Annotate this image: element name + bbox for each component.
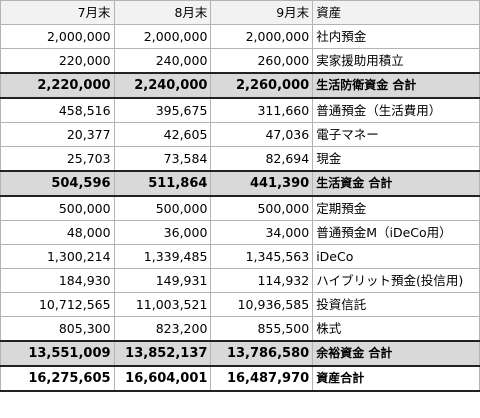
aug-value-cell[interactable]: 395,675 xyxy=(113,97,212,123)
asset-table-body: 7月末 8月末 9月末 資産 2,000,000 2,000,000 2,000,0… xyxy=(0,0,480,392)
jul-value-cell[interactable]: 220,000 xyxy=(0,48,115,74)
jul-value-cell[interactable]: 1,300,214 xyxy=(0,244,115,269)
asset-label-cell[interactable]: 電子マネー xyxy=(312,122,480,147)
aug-value-cell[interactable]: 2,240,000 xyxy=(113,72,212,99)
jul-value-cell[interactable]: 458,516 xyxy=(0,97,115,123)
asset-label-cell[interactable]: 社内預金 xyxy=(312,24,480,49)
sep-value-cell[interactable]: 2,260,000 xyxy=(210,72,314,99)
aug-value-cell[interactable]: 73,584 xyxy=(113,146,212,172)
sep-value-cell[interactable]: 260,000 xyxy=(210,48,314,74)
aug-value-cell[interactable]: 36,000 xyxy=(113,220,212,245)
jul-value-cell[interactable]: 13,551,009 xyxy=(0,340,115,367)
aug-value-cell[interactable]: 240,000 xyxy=(113,48,212,74)
aug-value-cell[interactable]: 149,931 xyxy=(113,268,212,293)
aug-value-cell[interactable]: 1,339,485 xyxy=(113,244,212,269)
jul-value-cell[interactable]: 2,220,000 xyxy=(0,72,115,99)
subtotal-row: 13,551,009 13,852,137 13,786,580 余裕資金 合計 xyxy=(0,340,480,367)
table-row: 805,300 823,200 855,500 株式 xyxy=(0,316,480,342)
asset-label-cell[interactable]: 現金 xyxy=(312,146,480,172)
subtotal-row: 504,596 511,864 441,390 生活資金 合計 xyxy=(0,170,480,197)
table-row: 500,000 500,000 500,000 定期預金 xyxy=(0,195,480,221)
table-row: 20,377 42,605 47,036 電子マネー xyxy=(0,122,480,147)
subtotal-row: 2,220,000 2,240,000 2,260,000 生活防衛資金 合計 xyxy=(0,72,480,99)
jul-value-cell[interactable]: 48,000 xyxy=(0,220,115,245)
jul-value-cell[interactable]: 10,712,565 xyxy=(0,292,115,317)
sep-value-cell[interactable]: 1,345,563 xyxy=(210,244,314,269)
jul-value-cell[interactable]: 500,000 xyxy=(0,195,115,221)
asset-label-cell[interactable]: 余裕資金 合計 xyxy=(312,340,480,367)
sep-value-cell[interactable]: 311,660 xyxy=(210,97,314,123)
sep-value-cell[interactable]: 855,500 xyxy=(210,316,314,342)
table-row: 10,712,565 11,003,521 10,936,585 投資信託 xyxy=(0,292,480,317)
jul-value-cell[interactable]: 2,000,000 xyxy=(0,24,115,49)
header-cell-asset[interactable]: 資産 xyxy=(312,0,480,25)
header-row: 7月末 8月末 9月末 資産 xyxy=(0,0,480,25)
grand-total-row: 16,275,605 16,604,001 16,487,970 資産合計 xyxy=(0,365,480,392)
aug-value-cell[interactable]: 511,864 xyxy=(113,170,212,197)
header-cell-aug[interactable]: 8月末 xyxy=(113,0,212,25)
table-row: 1,300,214 1,339,485 1,345,563 iDeCo xyxy=(0,244,480,269)
asset-table: 7月末 8月末 9月末 資産 2,000,000 2,000,000 2,000,0… xyxy=(0,0,480,392)
asset-label-cell[interactable]: iDeCo xyxy=(312,244,480,269)
sep-value-cell[interactable]: 13,786,580 xyxy=(210,340,314,367)
jul-value-cell[interactable]: 184,930 xyxy=(0,268,115,293)
sep-value-cell[interactable]: 500,000 xyxy=(210,195,314,221)
jul-value-cell[interactable]: 504,596 xyxy=(0,170,115,197)
sep-value-cell[interactable]: 10,936,585 xyxy=(210,292,314,317)
jul-value-cell[interactable]: 20,377 xyxy=(0,122,115,147)
sep-value-cell[interactable]: 82,694 xyxy=(210,146,314,172)
table-row: 458,516 395,675 311,660 普通預金（生活費用） xyxy=(0,97,480,123)
asset-label-cell[interactable]: 株式 xyxy=(312,316,480,342)
jul-value-cell[interactable]: 25,703 xyxy=(0,146,115,172)
asset-label-cell[interactable]: 投資信託 xyxy=(312,292,480,317)
sep-value-cell[interactable]: 441,390 xyxy=(210,170,314,197)
aug-value-cell[interactable]: 2,000,000 xyxy=(113,24,212,49)
aug-value-cell[interactable]: 13,852,137 xyxy=(113,340,212,367)
sep-value-cell[interactable]: 2,000,000 xyxy=(210,24,314,49)
sep-value-cell[interactable]: 34,000 xyxy=(210,220,314,245)
sep-value-cell[interactable]: 47,036 xyxy=(210,122,314,147)
asset-label-cell[interactable]: 実家援助用積立 xyxy=(312,48,480,74)
table-row: 220,000 240,000 260,000 実家援助用積立 xyxy=(0,48,480,74)
aug-value-cell[interactable]: 500,000 xyxy=(113,195,212,221)
asset-label-cell[interactable]: ハイブリット預金(投信用) xyxy=(312,268,480,293)
header-cell-jul[interactable]: 7月末 xyxy=(0,0,115,25)
header-cell-sep[interactable]: 9月末 xyxy=(210,0,314,25)
table-row: 2,000,000 2,000,000 2,000,000 社内預金 xyxy=(0,24,480,49)
asset-label-cell[interactable]: 普通預金（生活費用） xyxy=(312,97,480,123)
aug-value-cell[interactable]: 42,605 xyxy=(113,122,212,147)
table-row: 184,930 149,931 114,932 ハイブリット預金(投信用) xyxy=(0,268,480,293)
jul-value-cell[interactable]: 16,275,605 xyxy=(0,365,115,392)
asset-label-cell[interactable]: 定期預金 xyxy=(312,195,480,221)
sep-value-cell[interactable]: 114,932 xyxy=(210,268,314,293)
asset-label-cell[interactable]: 普通預金M（iDeCo用） xyxy=(312,220,480,245)
aug-value-cell[interactable]: 16,604,001 xyxy=(113,365,212,392)
table-row: 25,703 73,584 82,694 現金 xyxy=(0,146,480,172)
aug-value-cell[interactable]: 823,200 xyxy=(113,316,212,342)
jul-value-cell[interactable]: 805,300 xyxy=(0,316,115,342)
table-row: 48,000 36,000 34,000 普通預金M（iDeCo用） xyxy=(0,220,480,245)
sep-value-cell[interactable]: 16,487,970 xyxy=(210,365,314,392)
asset-label-cell[interactable]: 生活防衛資金 合計 xyxy=(312,72,480,99)
asset-label-cell[interactable]: 資産合計 xyxy=(312,365,480,392)
asset-label-cell[interactable]: 生活資金 合計 xyxy=(312,170,480,197)
aug-value-cell[interactable]: 11,003,521 xyxy=(113,292,212,317)
